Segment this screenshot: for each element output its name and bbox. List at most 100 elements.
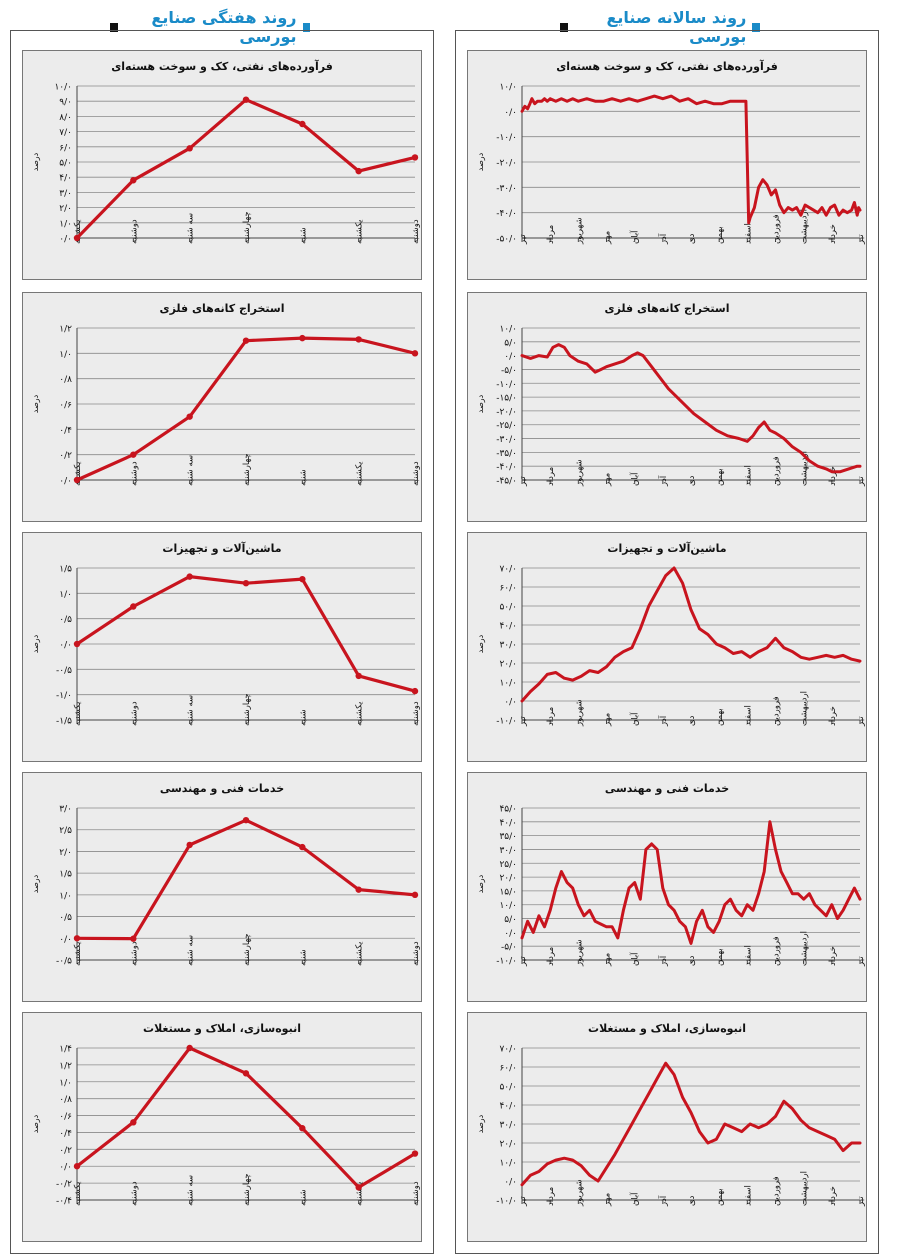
x-tick-label: شنبه — [298, 949, 308, 966]
x-tick-label: اسفند — [743, 223, 753, 244]
data-point — [299, 575, 306, 583]
y-tick-label: ۱/۴ — [59, 1045, 72, 1055]
data-point — [355, 886, 362, 893]
data-point — [355, 1184, 362, 1191]
x-tick-label: تیر — [518, 956, 528, 967]
x-tick-label: مهر — [603, 231, 613, 245]
data-point — [411, 687, 419, 695]
annual-engineering-chart: خدمات فنی و مهندسی -۱۰/۰ -۵/۰ ۰/۰ ۵/۰ ۱۰/۰ ۱۵/… — [467, 772, 867, 1002]
chart-title: خدمات فنی و مهندسی — [605, 782, 729, 795]
chart-panel — [467, 772, 867, 1002]
data-point — [242, 337, 250, 344]
weekly-petroleum-chart: فرآورده‌های نفتی، کک و سوخت هسته‌ای ۰/۰ ۱/… — [22, 50, 422, 280]
x-tick-label: دوشنبه — [411, 461, 421, 486]
weekly-column-frame — [10, 30, 434, 1254]
y-tick-label: ۲۰/۰ — [499, 1140, 517, 1150]
x-tick-label: شنبه — [298, 1189, 308, 1206]
x-tick-label: یکشنبه — [73, 461, 83, 486]
y-tick-label: ۲/۵ — [59, 826, 72, 836]
y-axis-label: درصد — [31, 152, 40, 171]
x-tick-label: یکشنبه — [73, 219, 83, 244]
x-tick-label: مرداد — [546, 1187, 556, 1206]
x-tick-label: خرداد — [828, 946, 838, 966]
data-point — [130, 603, 137, 610]
x-tick-label: فروردین — [772, 214, 782, 244]
y-tick-label: ۰/۰ — [504, 1178, 517, 1188]
x-tick-label: بهمن — [715, 708, 725, 726]
y-tick-label: ۰/۰ — [59, 477, 72, 487]
y-axis-label: درصد — [476, 152, 485, 171]
x-tick-label: شهریور — [574, 699, 584, 727]
x-tick-label: چهارشنبه — [242, 693, 252, 726]
data-point — [186, 573, 193, 580]
x-tick-label: اسفند — [743, 945, 753, 966]
chart-title: ماشین‌آلات و تجهیزات — [607, 541, 726, 555]
y-tick-label: ۱/۰ — [59, 1078, 72, 1088]
x-tick-label: اردیبهشت — [800, 931, 810, 966]
x-tick-label: چهارشنبه — [242, 1173, 252, 1206]
data-point — [355, 167, 362, 175]
y-tick-label: ۰/۰ — [59, 935, 72, 945]
weekly-header: روند هفتگی صنایع بورسی — [110, 8, 310, 46]
y-tick-label: -۱۰/۰ — [496, 1197, 517, 1207]
y-tick-label: ۰/۰ — [504, 698, 517, 708]
y-tick-label: -۴۰/۰ — [496, 209, 517, 219]
y-tick-label: ۲۵/۰ — [499, 860, 517, 870]
y-tick-label: -۱۰/۰ — [496, 717, 517, 727]
y-tick-label: ۴۵/۰ — [499, 805, 517, 815]
blue-square-icon — [302, 22, 310, 32]
y-tick-label: ۱/۰ — [59, 590, 72, 600]
chart-panel — [467, 532, 867, 762]
y-axis-label: درصد — [31, 394, 40, 413]
y-tick-label: ۰/۶ — [59, 401, 72, 411]
y-tick-label: -۴۵/۰ — [496, 477, 517, 487]
x-tick-label: مهر — [603, 953, 613, 967]
chart-title: انبوه‌سازی، املاک و مستغلات — [143, 1022, 301, 1035]
y-tick-label: ۶۰/۰ — [499, 584, 517, 594]
y-tick-label: ۹/۰ — [59, 98, 72, 108]
x-tick-label: سه شنبه — [186, 935, 196, 966]
y-axis-label: درصد — [31, 634, 40, 653]
x-tick-label: مهر — [603, 713, 613, 727]
data-point — [355, 336, 362, 343]
y-tick-label: ۱/۰ — [59, 891, 72, 901]
y-tick-label: -۱/۵ — [56, 717, 72, 727]
y-tick-label: ۱۰/۰ — [499, 901, 517, 911]
y-tick-label: -۱۵/۰ — [496, 394, 517, 404]
x-tick-label: اسفند — [743, 705, 753, 726]
x-tick-label: تیر — [856, 956, 866, 967]
y-tick-label: -۵۰/۰ — [496, 235, 517, 245]
y-tick-label: -۲۰/۰ — [496, 407, 517, 417]
data-point — [73, 935, 81, 942]
y-axis-label: درصد — [476, 1114, 485, 1133]
chart-panel — [467, 292, 867, 522]
y-tick-label: ۱/۲ — [59, 1061, 72, 1071]
data-point — [299, 843, 306, 851]
x-tick-label: سه شنبه — [186, 213, 196, 244]
x-tick-label: بهمن — [715, 226, 725, 244]
data-point — [411, 1150, 419, 1157]
y-tick-label: ۳۰/۰ — [499, 1121, 517, 1131]
annual-column-frame — [455, 30, 879, 1254]
y-tick-label: ۳۰/۰ — [499, 641, 517, 651]
y-axis-label: درصد — [476, 634, 485, 653]
y-tick-label: -۰/۵ — [56, 666, 72, 676]
x-tick-label: دوشنبه — [129, 1181, 139, 1206]
x-tick-label: فروردین — [772, 456, 782, 486]
data-point — [73, 476, 81, 484]
data-point — [73, 234, 81, 242]
x-tick-label: دوشنبه — [129, 701, 139, 726]
y-tick-label: -۱۰/۰ — [496, 957, 517, 967]
x-tick-label: خرداد — [828, 466, 838, 486]
weekly-header-text: روند هفتگی صنایع بورسی — [151, 8, 297, 46]
x-tick-label: بهمن — [715, 948, 725, 966]
x-tick-label: یکشنبه — [73, 1181, 83, 1206]
chart-panel — [22, 772, 422, 1002]
y-tick-label: ۰/۸ — [59, 1095, 72, 1105]
data-point — [73, 1163, 81, 1170]
y-tick-label: -۰/۲ — [56, 1180, 72, 1190]
data-point — [186, 413, 193, 420]
x-tick-label: دی — [687, 1195, 697, 1206]
x-tick-label: اردیبهشت — [800, 691, 810, 726]
x-tick-label: آذر — [657, 715, 669, 727]
